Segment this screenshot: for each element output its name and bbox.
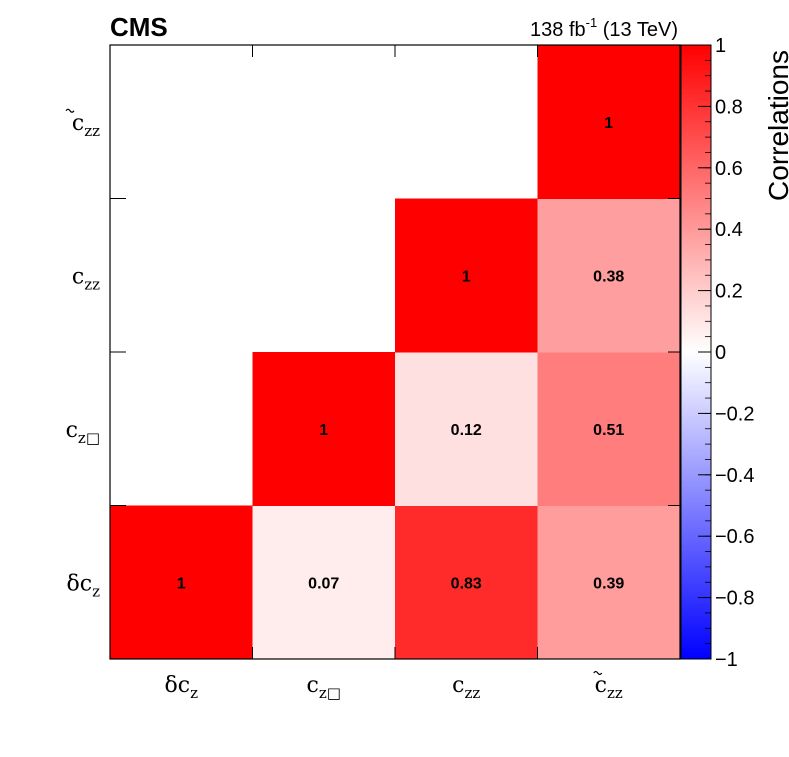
heatmap-cell [395,198,538,353]
cell-value-label: 0.38 [593,268,624,285]
lumi-exponent: -1 [586,15,598,30]
y-axis-label: czz [72,264,100,293]
energy-value: (13 TeV) [597,19,678,41]
heatmap-cell [252,352,396,506]
cell-value-label: 1 [177,575,186,592]
param-subscript: z□ [78,429,100,447]
y-axis-label: δcz [67,571,101,600]
tilde-mark [593,670,603,676]
param-base: δc [67,571,93,596]
heatmap-cell [110,505,253,660]
param-base: c [307,673,319,698]
experiment-label: CMS [110,12,168,42]
colorbar-tick-label: −0.6 [715,526,754,548]
colorbar-tick-label: 0.4 [715,219,743,241]
x-axis-label: czz [452,673,480,702]
luminosity-label: 138 fb-1 (13 TeV) [530,15,678,41]
cell-value-label: 1 [604,115,613,132]
param-subscript: z [92,582,100,600]
x-axis-label: cz□ [307,673,341,702]
param-base: c [72,111,84,136]
y-axis-label: czz [72,111,100,140]
heatmap-cell [252,505,396,660]
param-base: δc [165,673,191,698]
param-subscript: z [190,684,198,702]
x-axis-label: δcz [165,673,199,702]
cell-value-label: 0.83 [451,575,482,592]
param-base: c [66,418,78,443]
colorbar-tick-label: −1 [715,649,738,671]
x-axis-label: czz [595,673,623,702]
cell-value-label: 1 [319,422,328,439]
cell-value-label: 0.12 [451,422,482,439]
heatmap-cell [537,45,681,199]
param-base: c [452,673,464,698]
heatmap-cell [537,198,681,353]
param-base: c [595,673,607,698]
param-subscript: zz [84,122,100,140]
heatmap-cell [395,352,538,506]
colorbar-title: Correlations [763,50,789,201]
y-axis-label: cz□ [66,418,100,447]
colorbar-tick-label: −0.4 [715,465,754,487]
colorbar-tick-label: 0.6 [715,158,743,180]
cell-value-label: 1 [462,268,471,285]
param-subscript: zz [465,684,481,702]
param-subscript: z□ [319,684,341,702]
lumi-value: 138 fb [530,19,586,41]
colorbar-tick-label: 1 [715,35,726,57]
heatmap-cell [537,505,681,660]
param-subscript: zz [84,275,100,293]
heatmap-cell [537,352,681,506]
colorbar-tick-label: −0.8 [715,588,754,610]
cell-value-label: 0.07 [308,575,339,592]
colorbar-tick-label: 0.8 [715,96,743,118]
tilde-mark [65,108,75,113]
cell-value-label: 0.39 [593,575,624,592]
colorbar-tick-label: 0.2 [715,281,743,303]
cell-value-label: 0.51 [593,422,624,439]
param-subscript: zz [607,684,623,702]
param-base: c [72,264,84,289]
colorbar-tick-label: 0 [715,342,726,364]
heatmap-cell [395,505,538,660]
colorbar-tick-label: −0.2 [715,403,754,425]
